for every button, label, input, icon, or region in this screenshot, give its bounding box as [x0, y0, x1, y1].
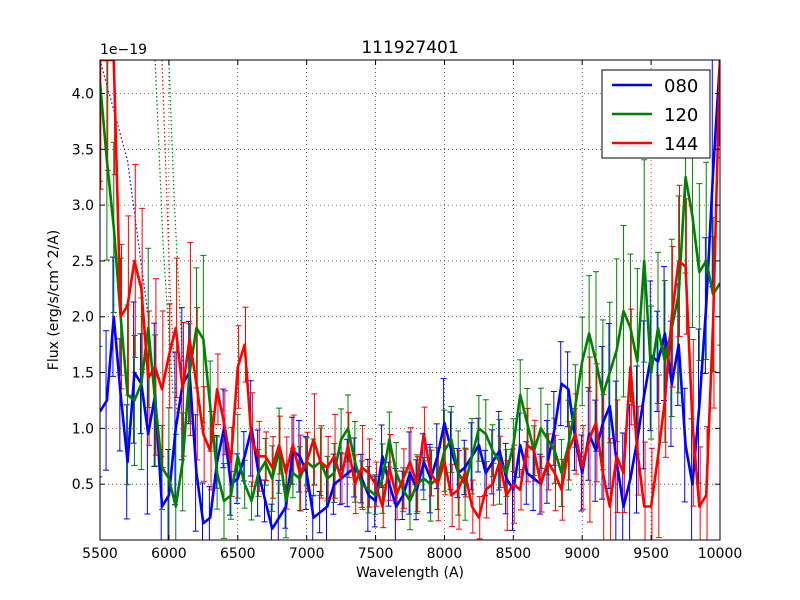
x-tick-label: 6000 [151, 546, 187, 562]
data-layer [100, 60, 720, 540]
axis-ticks: 5500 6000 6500 7000 7500 8000 8500 9000 9500 1000… [72, 60, 743, 562]
dotted-segment [168, 60, 184, 362]
x-tick-label: 6500 [220, 546, 256, 562]
plot-frame [99, 59, 721, 541]
y-tick-label: 0.5 [72, 477, 94, 493]
x-tick-label: 5500 [82, 546, 118, 562]
series-line-120 [100, 82, 720, 508]
series-line-144 [100, 60, 720, 519]
y-tick-label: 3.0 [72, 198, 94, 214]
y-tick-label: 2.0 [72, 310, 94, 326]
y-tick-label: 1.0 [72, 421, 94, 437]
y-offset-label: 1e−19 [100, 42, 147, 58]
x-tick-label: 10000 [698, 546, 743, 562]
x-tick-label: 9500 [633, 546, 669, 562]
x-tick-label: 8000 [427, 546, 463, 562]
y-tick-label: 1.5 [72, 366, 94, 382]
x-tick-label: 9000 [564, 546, 600, 562]
x-tick-label: 7500 [358, 546, 394, 562]
dotted-segment [100, 60, 149, 317]
legend-label-120: 120 [664, 105, 698, 126]
x-tick-label: 7000 [289, 546, 325, 562]
x-tick-label: 8500 [496, 546, 532, 562]
y-tick-label: 4.0 [72, 86, 94, 102]
y-tick-label: 2.5 [72, 254, 94, 270]
chart-title: 111927401 [361, 38, 458, 58]
legend-label-080: 080 [664, 76, 698, 97]
x-axis-label: Wavelength (A) [356, 565, 464, 581]
legend-label-144: 144 [664, 134, 698, 155]
y-axis-label: Flux (erg/s/cm^2/A) [46, 230, 62, 370]
y-tick-label: 3.5 [72, 142, 94, 158]
legend: 080 120 144 [601, 69, 711, 159]
